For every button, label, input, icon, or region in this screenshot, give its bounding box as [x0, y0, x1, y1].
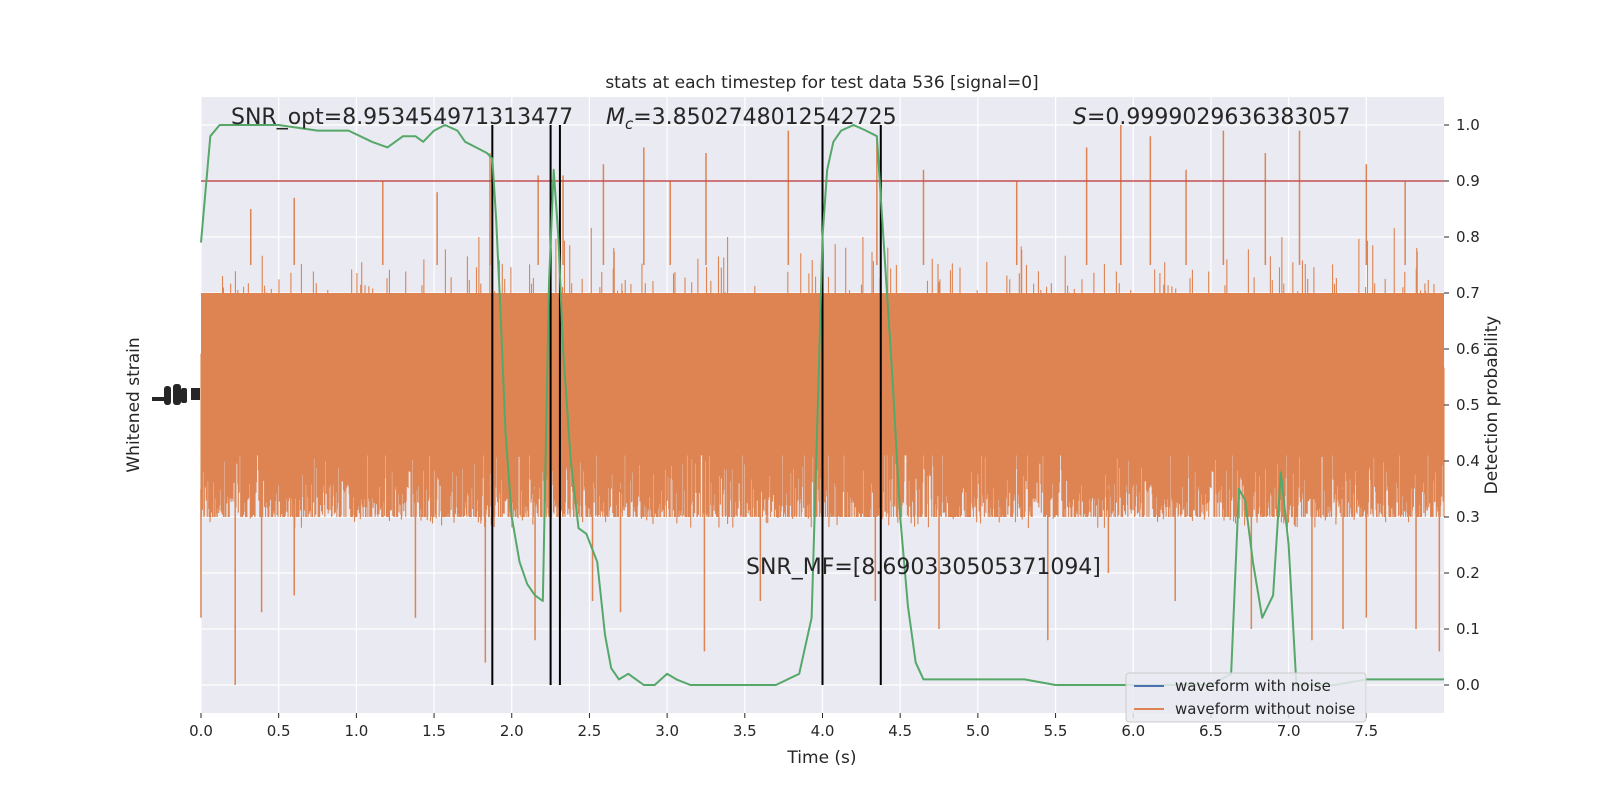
legend-box — [1125, 672, 1367, 723]
s-symbol: S — [1073, 105, 1087, 130]
x-tick-label: 7.5 — [1354, 722, 1378, 740]
x-tick-label: 3.5 — [733, 722, 757, 740]
y-tick-label-right: 0.9 — [1456, 172, 1480, 190]
y-tick-label-right: 0.3 — [1456, 508, 1480, 526]
x-tick-label: 7.0 — [1277, 722, 1301, 740]
x-tick-label: 1.5 — [422, 722, 446, 740]
x-tick-label: 1.0 — [344, 722, 368, 740]
x-tick-label: 6.5 — [1199, 722, 1223, 740]
x-tick-label: 0.5 — [267, 722, 291, 740]
s-value: =0.9999029636383057 — [1087, 105, 1350, 130]
chirp-mass-symbol: M — [606, 105, 625, 130]
left-axis-tick-cluster — [152, 384, 200, 405]
x-tick-label: 5.5 — [1044, 722, 1068, 740]
x-tick-label: 2.0 — [500, 722, 524, 740]
y-tick-label-right: 0.4 — [1456, 452, 1480, 470]
y-tick-label-right: 0.8 — [1456, 228, 1480, 246]
chirp-mass-annotation: Mc=3.8502748012542725 — [606, 105, 897, 133]
chirp-mass-value: =3.8502748012542725 — [633, 105, 896, 130]
legend: waveform with noise waveform without noi… — [1125, 672, 1367, 723]
y-tick-label-right: 1.0 — [1456, 116, 1480, 134]
legend-label-without-noise: waveform without noise — [1175, 700, 1355, 718]
chart-title: stats at each timestep for test data 536… — [605, 73, 1038, 93]
y-tick-label-right: 0.7 — [1456, 284, 1480, 302]
y-tick-label-right: 0.0 — [1456, 676, 1480, 694]
y-tick-label-right: 0.6 — [1456, 340, 1480, 358]
x-tick-label: 2.5 — [578, 722, 602, 740]
x-tick-label: 4.0 — [811, 722, 835, 740]
y-tick-label-right: 0.5 — [1456, 396, 1480, 414]
x-tick-label: 5.0 — [966, 722, 990, 740]
x-tick-label: 4.5 — [888, 722, 912, 740]
y-axis-label-right: Detection probability — [1482, 316, 1502, 495]
y-tick-label-right: 0.2 — [1456, 564, 1480, 582]
y-axis-label-left: Whitened strain — [124, 337, 144, 472]
chirp-mass-subscript: c — [625, 115, 634, 133]
x-tick-label: 3.0 — [655, 722, 679, 740]
x-axis-label: Time (s) — [786, 748, 856, 768]
x-tick-label: 0.0 — [189, 722, 213, 740]
snr-opt-annotation: SNR_opt=8.953454971313477 — [231, 105, 573, 130]
y-tick-label-right: 0.1 — [1456, 620, 1480, 638]
snr-mf-annotation: SNR_MF=[8.690330505371094] — [746, 555, 1101, 580]
legend-label-with-noise: waveform with noise — [1175, 677, 1331, 695]
x-tick-label: 6.0 — [1121, 722, 1145, 740]
ticks: 0.0 0.5 1.0 1.5 2.0 2.5 3.0 3.5 4.0 4.5 5.0 5.5 6.0 6… — [189, 116, 1480, 740]
s-statistic-annotation: S=0.9999029636383057 — [1073, 105, 1350, 130]
vertical-markers — [491, 125, 882, 685]
